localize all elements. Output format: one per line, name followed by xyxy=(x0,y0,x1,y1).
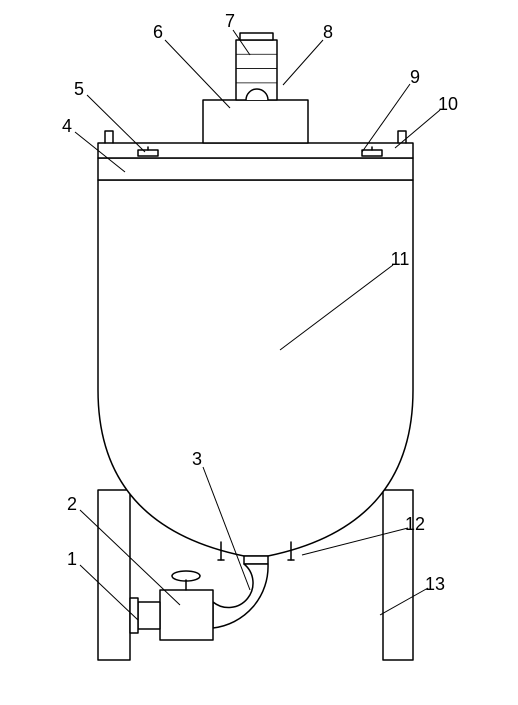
label-l12: 12 xyxy=(405,514,425,534)
outlet-flange xyxy=(130,598,138,633)
motor-mount-base xyxy=(203,100,308,143)
leader-l10 xyxy=(395,110,440,148)
label-l1: 1 xyxy=(67,549,77,569)
label-l6: 6 xyxy=(153,22,163,42)
label-l8: 8 xyxy=(323,22,333,42)
outlet-elbow xyxy=(213,564,268,628)
support-leg-left xyxy=(98,490,130,660)
label-l4: 4 xyxy=(62,116,72,136)
lift-hook-right xyxy=(398,131,406,143)
motor-cap xyxy=(240,33,273,40)
label-l13: 13 xyxy=(425,574,445,594)
valve-body xyxy=(160,590,213,640)
label-l3: 3 xyxy=(192,449,202,469)
leader-l6 xyxy=(165,40,230,108)
label-l7: 7 xyxy=(225,11,235,31)
diagram-canvas: 12345678910111213 xyxy=(0,0,518,705)
label-l5: 5 xyxy=(74,79,84,99)
label-l9: 9 xyxy=(410,67,420,87)
label-l11: 11 xyxy=(391,249,410,269)
tank-body xyxy=(98,180,413,556)
lift-hook-left xyxy=(105,131,113,143)
label-l10: 10 xyxy=(438,94,458,114)
tank-upper-flange xyxy=(98,158,413,180)
leader-l8 xyxy=(283,40,323,85)
label-l2: 2 xyxy=(67,494,77,514)
